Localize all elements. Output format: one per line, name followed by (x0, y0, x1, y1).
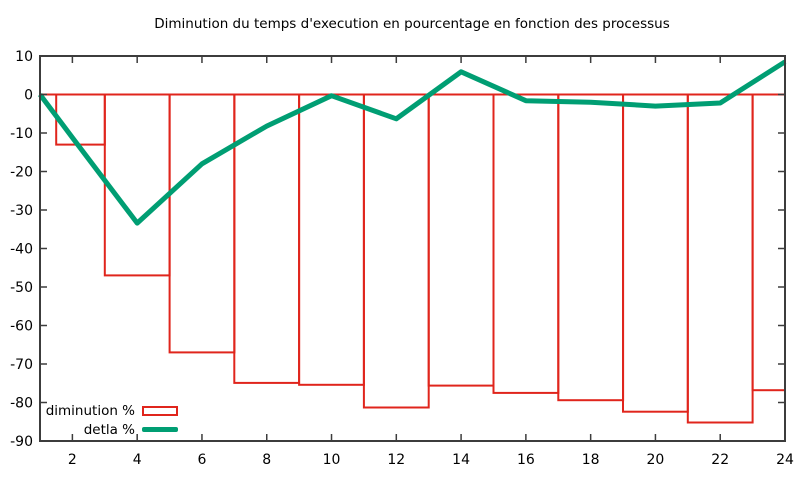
bar-diminution (686, 93, 754, 424)
x-tick-label: 14 (452, 452, 470, 468)
legend-swatch-line (142, 427, 178, 432)
y-tick-label: -80 (10, 396, 33, 412)
legend: diminution % detla % (43, 401, 178, 439)
bar-diminution (751, 93, 786, 392)
y-tick-label: -20 (10, 165, 33, 181)
legend-label-detla: detla % (83, 421, 135, 438)
x-tick-label: 24 (776, 452, 794, 468)
bar-diminution (298, 93, 365, 386)
y-tick-label: -60 (10, 319, 33, 335)
y-tick-label: -10 (10, 126, 33, 142)
x-tick-label: 12 (387, 452, 405, 468)
y-tick-label: 0 (24, 88, 33, 104)
x-tick-label: 2 (68, 452, 77, 468)
y-tick-label: -90 (10, 434, 33, 450)
bar-diminution (492, 93, 560, 394)
x-tick-label: 22 (711, 452, 729, 468)
x-tick-label: 18 (582, 452, 600, 468)
plot-border (39, 55, 786, 442)
bar-diminution (103, 93, 171, 277)
legend-swatch-box (142, 405, 178, 416)
bar-diminution (362, 93, 430, 409)
y-tick-label: -30 (10, 203, 33, 219)
x-tick-label: 8 (262, 452, 271, 468)
x-tick-label: 6 (197, 452, 206, 468)
bar-diminution (622, 93, 689, 413)
legend-item-detla: detla % (43, 420, 178, 439)
chart-title: Diminution du temps d'execution en pourc… (154, 16, 670, 32)
legend-label-diminution: diminution % (45, 402, 135, 419)
x-tick-label: 20 (647, 452, 665, 468)
bar-diminution (168, 93, 236, 354)
y-tick-label: 10 (15, 49, 33, 65)
x-tick-label: 16 (517, 452, 535, 468)
x-tick-label: 10 (323, 452, 341, 468)
bar-diminution (427, 93, 495, 387)
y-tick-label: -50 (10, 280, 33, 296)
y-tick-label: -40 (10, 242, 33, 258)
x-tick-label: 4 (133, 452, 142, 468)
legend-item-diminution: diminution % (43, 401, 178, 420)
bar-diminution (55, 93, 106, 146)
bar-diminution (557, 93, 625, 402)
y-tick-label: -70 (10, 357, 33, 373)
delta-line (38, 59, 787, 226)
